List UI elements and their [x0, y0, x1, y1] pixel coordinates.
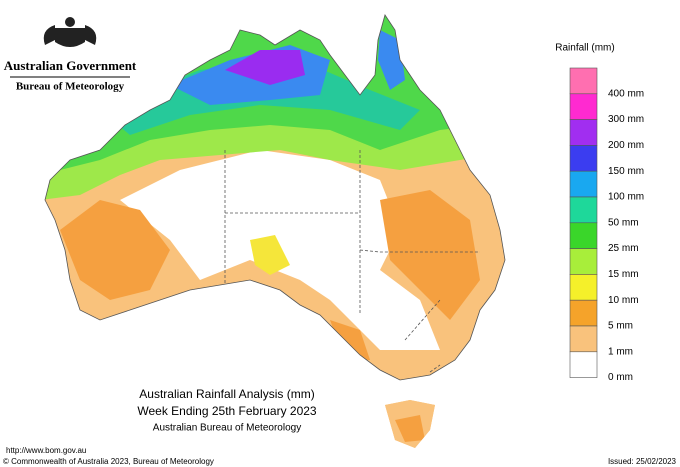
map-source: Australian Bureau of Meteorology	[153, 423, 301, 434]
legend-swatch	[569, 299, 598, 327]
legend-label: 0 mm	[608, 372, 633, 383]
legend-label: 1 mm	[608, 346, 633, 357]
footer-copyright: © Commonwealth of Australia 2023, Bureau…	[3, 457, 214, 466]
legend-label: 200 mm	[608, 140, 644, 151]
legend-title: Rainfall (mm)	[555, 43, 614, 54]
legend-label: 5 mm	[608, 321, 633, 332]
legend-swatch	[569, 119, 598, 146]
bureau: Bureau of Meteorology	[16, 81, 125, 93]
state-borders	[224, 150, 480, 373]
map-subtitle: Week Ending 25th February 2023	[137, 404, 317, 418]
legend-swatch	[569, 196, 598, 224]
government: Australian Government	[4, 58, 137, 73]
legend-swatch	[569, 93, 598, 120]
legend-label: 10 mm	[608, 295, 639, 306]
footer-issued: Issued: 25/02/2023	[608, 457, 677, 466]
map-title: Australian Rainfall Analysis (mm)	[139, 387, 314, 401]
legend-swatch	[569, 145, 598, 172]
legend-label: 25 mm	[608, 243, 639, 254]
legend-swatch	[569, 325, 598, 353]
legend-label: 100 mm	[608, 192, 644, 203]
legend-swatch	[569, 170, 598, 198]
legend-label: 400 mm	[608, 88, 644, 99]
legend-swatch	[569, 222, 598, 249]
legend-swatch	[569, 67, 598, 95]
legend-label: 300 mm	[608, 114, 644, 125]
footer-url: http://www.bom.gov.au	[6, 446, 86, 455]
legend-label: 15 mm	[608, 269, 639, 280]
legend: 400 mm 300 mm 200 mm 150 mm 100 mm 50 mm 25 mm…	[569, 67, 644, 383]
legend-swatch	[569, 351, 598, 378]
crest	[43, 17, 97, 47]
legend-label: 150 mm	[608, 166, 644, 177]
legend-label: 50 mm	[608, 217, 639, 228]
legend-swatch	[569, 274, 598, 301]
legend-swatch	[569, 248, 598, 275]
